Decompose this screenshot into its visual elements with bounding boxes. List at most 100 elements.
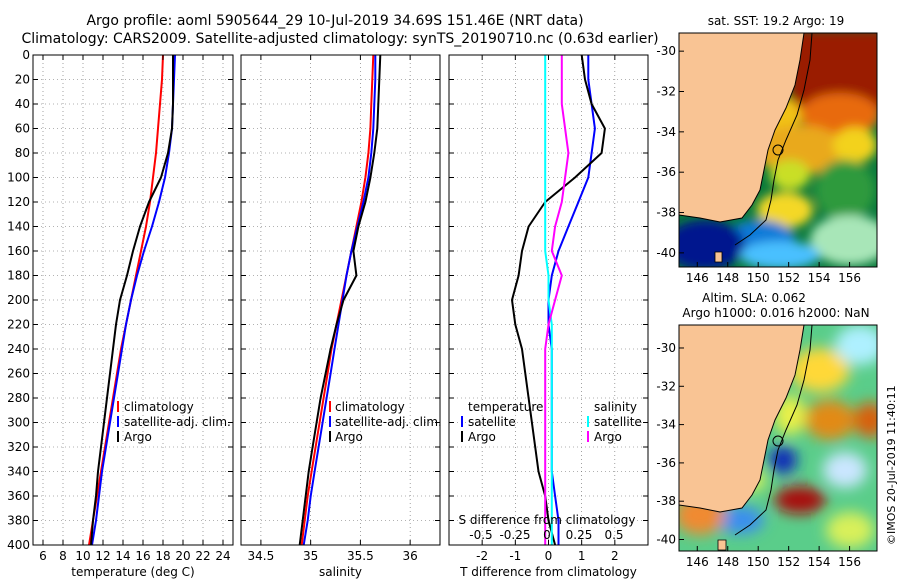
sla-lat-label-4: -38 xyxy=(656,494,676,508)
xtick-label-0-3: 12 xyxy=(95,549,110,563)
ytick-label-9: 180 xyxy=(7,269,30,283)
temperature-panel: 6 8 10 12 14 16 18 20 22 24 temperature (deg C) 0 20… xyxy=(7,48,234,579)
sla-argo-marker xyxy=(772,435,784,447)
xtick-label-0-8: 22 xyxy=(195,549,210,563)
sla-map-title2: Argo h1000: 0.016 h2000: NaN xyxy=(682,306,869,320)
s-tick-5: 0.5 xyxy=(604,528,623,542)
legend-climatology-2: climatology xyxy=(335,400,405,414)
sla-lon-label-5: 156 xyxy=(838,555,861,569)
legend-temp-argo: Argo xyxy=(468,430,496,444)
series-0-argo xyxy=(90,55,174,546)
xtick-label-0-2: 10 xyxy=(75,549,90,563)
legend-satellite: satellite-adj. clim. xyxy=(124,415,231,429)
xtick-label-1-3: 36 xyxy=(403,549,418,563)
ytick-label-15: 300 xyxy=(7,416,30,430)
ytick-label-20: 400 xyxy=(7,538,30,552)
difference-legend: temperature satellite Argo salinity sate… xyxy=(459,400,642,542)
ytick-label-10: 200 xyxy=(7,293,30,307)
xtick-label-0-7: 20 xyxy=(175,549,190,563)
ytick-label-14: 280 xyxy=(7,391,30,405)
xtick-label-2-0: -2 xyxy=(476,549,488,563)
series-2-salinity-argo xyxy=(544,55,570,545)
sst-lon-label-4: 154 xyxy=(808,271,831,285)
sla-map: 146 148 150 152 154 156 -30 -32 -34 -36 -38 -40 xyxy=(656,324,878,569)
s-axis-title: S difference from climatology xyxy=(459,513,636,527)
ytick-label-18: 360 xyxy=(7,489,30,503)
ytick-label-6: 120 xyxy=(7,195,30,209)
legend-temp-satellite: satellite xyxy=(468,415,516,429)
xlabel-2: T difference from climatology xyxy=(459,565,637,579)
sst-lon-label-0: 146 xyxy=(686,271,709,285)
ytick-label-19: 380 xyxy=(7,514,30,528)
sla-lat-label-2: -34 xyxy=(656,418,676,432)
sla-lat-label-5: -40 xyxy=(656,533,676,547)
sla-lat-label-3: -36 xyxy=(656,456,676,470)
sla-lon-label-2: 150 xyxy=(747,555,770,569)
s-tick-4: 0.25 xyxy=(566,528,593,542)
ytick-label-4: 80 xyxy=(15,146,30,160)
ytick-label-12: 240 xyxy=(7,342,30,356)
salinity-legend: climatology satellite-adj. clim. Argo xyxy=(329,400,442,444)
ytick-label-17: 340 xyxy=(7,465,30,479)
sst-lon-label-5: 156 xyxy=(838,271,861,285)
xtick-label-2-4: 2 xyxy=(611,549,619,563)
sst-lon-label-1: 148 xyxy=(716,271,739,285)
sst-lat-label-3: -36 xyxy=(656,165,676,179)
xtick-label-0-5: 16 xyxy=(135,549,150,563)
ytick-label-16: 320 xyxy=(7,440,30,454)
sst-lon-label-2: 150 xyxy=(747,271,770,285)
sst-map: 146 148 150 152 154 156 -30 -32 -34 -36 -38 -40 xyxy=(656,32,878,285)
sst-argo-marker xyxy=(772,144,784,156)
legend-salinity-title: salinity xyxy=(594,400,637,414)
legend-temperature-title: temperature xyxy=(468,400,543,414)
sst-lon-label-3: 152 xyxy=(777,271,800,285)
legend-argo: Argo xyxy=(124,430,152,444)
sla-lon-label-1: 148 xyxy=(716,555,739,569)
xtick-label-2-3: 1 xyxy=(578,549,586,563)
s-tick-2: -0.25 xyxy=(499,528,530,542)
xtick-label-1-2: 35.5 xyxy=(347,549,374,563)
xtick-label-1-0: 34.5 xyxy=(248,549,275,563)
sla-lon-label-0: 146 xyxy=(686,555,709,569)
ytick-label-0: 0 xyxy=(22,48,30,62)
xtick-label-2-1: -1 xyxy=(509,549,521,563)
xtick-label-0-0: 6 xyxy=(39,549,47,563)
ytick-label-7: 140 xyxy=(7,220,30,234)
salinity-panel: 34.5 35 35.5 36 salinity xyxy=(240,54,441,579)
legend-argo-2: Argo xyxy=(335,430,363,444)
sla-map-title1: Altim. SLA: 0.062 xyxy=(702,291,806,305)
imos-credit: ©IMOS 20-Jul-2019 11:40:11 xyxy=(885,385,898,545)
series-1-argo xyxy=(298,54,382,546)
figure-title-line2: Climatology: CARS2009. Satellite-adjuste… xyxy=(21,31,658,47)
ytick-label-2: 40 xyxy=(15,97,30,111)
sst-lat-label-0: -30 xyxy=(656,44,676,58)
ytick-label-5: 100 xyxy=(7,171,30,185)
sla-lat-label-0: -30 xyxy=(656,341,676,355)
xlabel-1: salinity xyxy=(319,565,362,579)
sst-lat-label-4: -38 xyxy=(656,206,676,220)
temperature-legend: climatology satellite-adj. clim. Argo xyxy=(117,400,231,444)
xtick-label-0-1: 8 xyxy=(59,549,67,563)
legend-climatology: climatology xyxy=(124,400,194,414)
ytick-label-1: 20 xyxy=(15,73,30,87)
xtick-label-0-6: 18 xyxy=(155,549,170,563)
s-tick-1: -0.5 xyxy=(469,528,492,542)
series-1-satellite-adj-clim- xyxy=(302,55,377,546)
sst-lat-label-1: -32 xyxy=(656,85,676,99)
ytick-label-8: 160 xyxy=(7,244,30,258)
sst-lat-label-5: -40 xyxy=(656,246,676,260)
ytick-label-13: 260 xyxy=(7,367,30,381)
legend-sal-satellite: satellite xyxy=(594,415,642,429)
xtick-label-0-9: 24 xyxy=(215,549,230,563)
ytick-label-3: 60 xyxy=(15,122,30,136)
xtick-label-1-1: 35 xyxy=(303,549,318,563)
xlabel-0: temperature (deg C) xyxy=(71,565,194,579)
sla-lon-label-3: 152 xyxy=(777,555,800,569)
series-2-salinity-satellite xyxy=(544,55,553,545)
sla-lat-label-1: -32 xyxy=(656,379,676,393)
difference-panel: -2 -1 0 1 2 T difference from climatology xyxy=(448,54,649,579)
s-tick-3: 0 xyxy=(543,528,551,542)
xtick-label-0-4: 14 xyxy=(115,549,130,563)
figure-title-line1: Argo profile: aoml 5905644_29 10-Jul-201… xyxy=(86,13,583,29)
